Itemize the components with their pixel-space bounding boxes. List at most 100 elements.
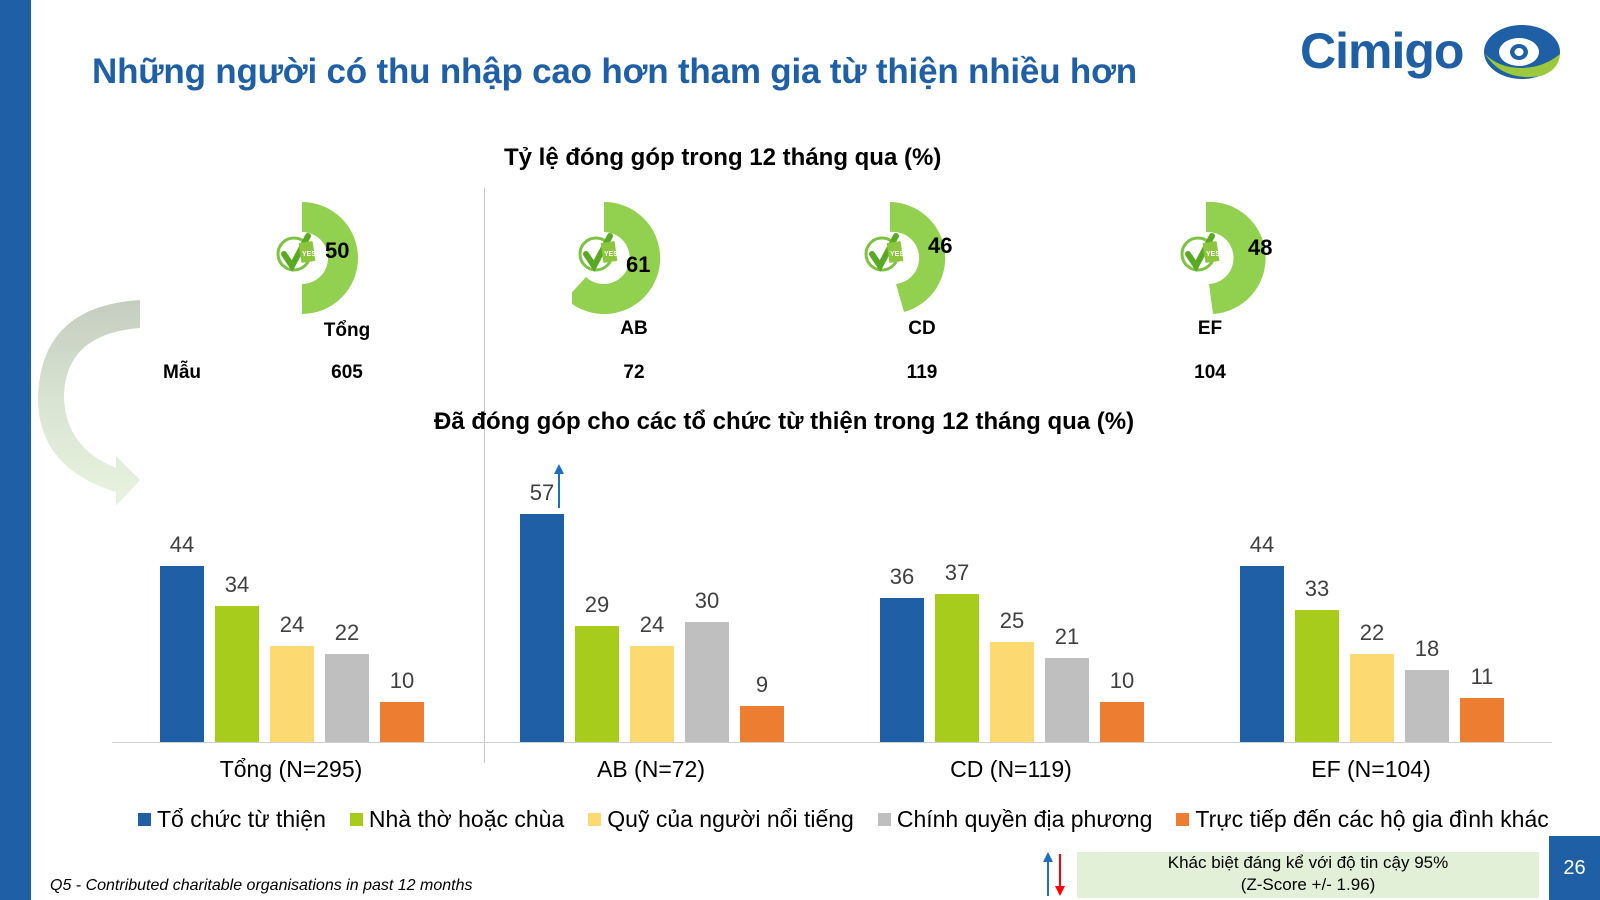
chart-legend: Tổ chức từ thiện Nhà thờ hoặc chùa Quỹ c… [138, 806, 1549, 833]
bar-value-label: 36 [889, 564, 915, 589]
bar [630, 646, 674, 742]
curved-arrow-icon [38, 300, 140, 506]
svg-text:YES: YES [302, 251, 316, 258]
sample-size: 605 [331, 362, 363, 383]
bar [575, 626, 619, 742]
legend-label: Chính quyền địa phương [896, 806, 1153, 832]
category-label: EF (N=104) [1311, 756, 1431, 782]
donut-ring: YES [572, 201, 661, 314]
bar-value-label: 24 [279, 612, 305, 637]
bar [325, 654, 369, 742]
bar [990, 642, 1034, 742]
bar [880, 598, 924, 742]
bar-value-label: 29 [584, 592, 610, 617]
legend-swatch [588, 813, 602, 826]
logo-text: Cimigo [1300, 23, 1464, 79]
bar-value-label: 44 [169, 532, 195, 557]
bar [520, 514, 564, 742]
donut-value: 50 [325, 238, 350, 263]
legend-label: Nhà thờ hoặc chùa [368, 806, 565, 832]
donut-ring: YES [864, 202, 946, 312]
category-label: CD (N=119) [950, 756, 1072, 782]
yes-check-icon: YES [864, 233, 904, 272]
bar-value-label: 37 [944, 560, 970, 585]
legend-label: Tổ chức từ thiện [157, 806, 326, 832]
legend-label: Trực tiếp đến các hộ gia đình khác [1195, 806, 1549, 832]
legend-item: Chính quyền địa phương [877, 806, 1153, 833]
donut-section-title: Tỷ lệ đóng góp trong 12 tháng qua (%) [504, 144, 942, 171]
donut-value: 46 [928, 233, 953, 258]
bar [1295, 610, 1339, 742]
page-number: 26 [1549, 836, 1600, 900]
legend-item: Nhà thờ hoặc chùa [349, 806, 565, 833]
slide-title: Những người có thu nhập cao hơn tham gia… [92, 52, 1137, 91]
sample-size: 119 [906, 362, 938, 383]
bar [1045, 658, 1089, 742]
vertical-divider [484, 188, 485, 763]
bar-value-label: 34 [224, 572, 250, 597]
left-accent-bar [0, 0, 31, 900]
bar-value-label: 22 [334, 620, 360, 645]
legend-label: Quỹ của người nổi tiếng [607, 806, 854, 832]
bar [1240, 566, 1284, 742]
bar-value-label: 9 [755, 672, 769, 697]
category-label: Tổng (N=295) [219, 756, 363, 782]
bar [1405, 670, 1449, 742]
svg-text:YES: YES [604, 251, 618, 258]
significant-up-arrow-icon [554, 464, 564, 508]
sample-size: 72 [623, 362, 645, 383]
bar-value-label: 44 [1249, 532, 1275, 557]
legend-item: Tổ chức từ thiện [138, 806, 326, 833]
sample-row-label: Mẫu [163, 362, 201, 383]
yes-check-icon: YES [276, 233, 316, 272]
legend-item: Quỹ của người nổi tiếng [588, 806, 854, 833]
legend-swatch [349, 813, 363, 826]
x-axis-line [112, 742, 1552, 743]
bar-value-label: 57 [529, 480, 555, 505]
bar-value-label: 24 [639, 612, 665, 637]
significance-note-line2: (Z-Score +/- 1.96) [1240, 875, 1376, 894]
bar [1460, 698, 1504, 742]
bar-value-label: 25 [999, 608, 1025, 633]
bar [1100, 702, 1144, 742]
bar [215, 606, 259, 742]
significance-note-line1: Khác biệt đáng kể với độ tin cậy 95% [1167, 853, 1449, 872]
bar-value-label: 30 [694, 588, 720, 613]
bar [1350, 654, 1394, 742]
bar-value-label: 33 [1304, 576, 1330, 601]
bar [270, 646, 314, 742]
bar [685, 622, 729, 742]
bar-value-label: 21 [1054, 624, 1080, 649]
bar-value-label: 10 [389, 668, 415, 693]
bar-value-label: 18 [1414, 636, 1440, 661]
category-label: AB (N=72) [596, 756, 705, 782]
donut-value: 61 [626, 252, 651, 277]
bar-value-label: 10 [1109, 668, 1135, 693]
yes-check-icon: YES [578, 233, 618, 272]
legend-swatch [877, 813, 891, 826]
bar-value-label: 22 [1359, 620, 1385, 645]
legend-swatch [1176, 813, 1190, 826]
donut-label: CD [908, 318, 936, 339]
legend-item: Trực tiếp đến các hộ gia đình khác [1176, 806, 1549, 833]
footnote: Q5 - Contributed charitable organisation… [50, 877, 473, 894]
svg-text:YES: YES [1206, 251, 1220, 258]
donut-ring: YES [1180, 201, 1266, 314]
cimigo-logo: Cimigo [1300, 22, 1565, 82]
legend-swatch [138, 813, 151, 826]
bar [740, 706, 784, 742]
donut-label: EF [1197, 318, 1223, 339]
eye-logo-icon [1484, 25, 1560, 79]
sample-size: 104 [1194, 362, 1226, 383]
svg-text:YES: YES [890, 251, 904, 258]
donut-label: AB [620, 318, 648, 339]
bar [160, 566, 204, 742]
bar [935, 594, 979, 742]
bar [380, 702, 424, 742]
bar-section-title: Đã đóng góp cho các tổ chức từ thiện tro… [434, 408, 1135, 435]
bar-value-label: 11 [1470, 664, 1494, 689]
donut-value: 48 [1248, 235, 1273, 260]
significance-arrows-icon [1043, 852, 1065, 896]
donut-label: Tổng [323, 320, 371, 341]
significance-note: Khác biệt đáng kể với độ tin cậy 95% (Z-… [1077, 852, 1539, 898]
